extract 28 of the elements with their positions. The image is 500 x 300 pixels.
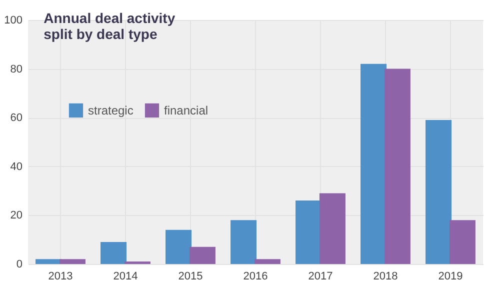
bar: [384, 68, 410, 264]
legend-label: strategic: [88, 103, 134, 118]
x-tick-label: 2016: [243, 270, 268, 282]
bar: [360, 64, 387, 264]
y-tick-label: 0: [16, 258, 22, 270]
chart-title: Annual deal activity split by deal type: [44, 10, 176, 42]
x-tick-label: 2017: [308, 270, 333, 282]
y-tick-label: 60: [10, 112, 22, 124]
x-tick-label: 2014: [113, 270, 138, 282]
bar: [254, 259, 280, 264]
bar: [319, 193, 346, 264]
x-tick-label: 2018: [373, 270, 398, 282]
bar: [100, 242, 127, 264]
bar: [166, 230, 192, 264]
x-tick-label: 2013: [48, 270, 73, 282]
bar: [189, 246, 216, 264]
y-tick-label: 20: [10, 210, 22, 222]
bar: [426, 120, 452, 264]
y-tick-label: 40: [10, 160, 22, 173]
legend-label: financial: [164, 103, 208, 118]
y-tick-label: 100: [4, 14, 22, 26]
bar: [59, 259, 86, 264]
y-tick-label: 80: [10, 63, 22, 76]
bar: [449, 220, 476, 264]
bar: [230, 220, 257, 264]
x-tick-label: 2015: [178, 270, 203, 282]
x-tick-label: 2019: [438, 270, 463, 282]
bar: [36, 259, 62, 264]
